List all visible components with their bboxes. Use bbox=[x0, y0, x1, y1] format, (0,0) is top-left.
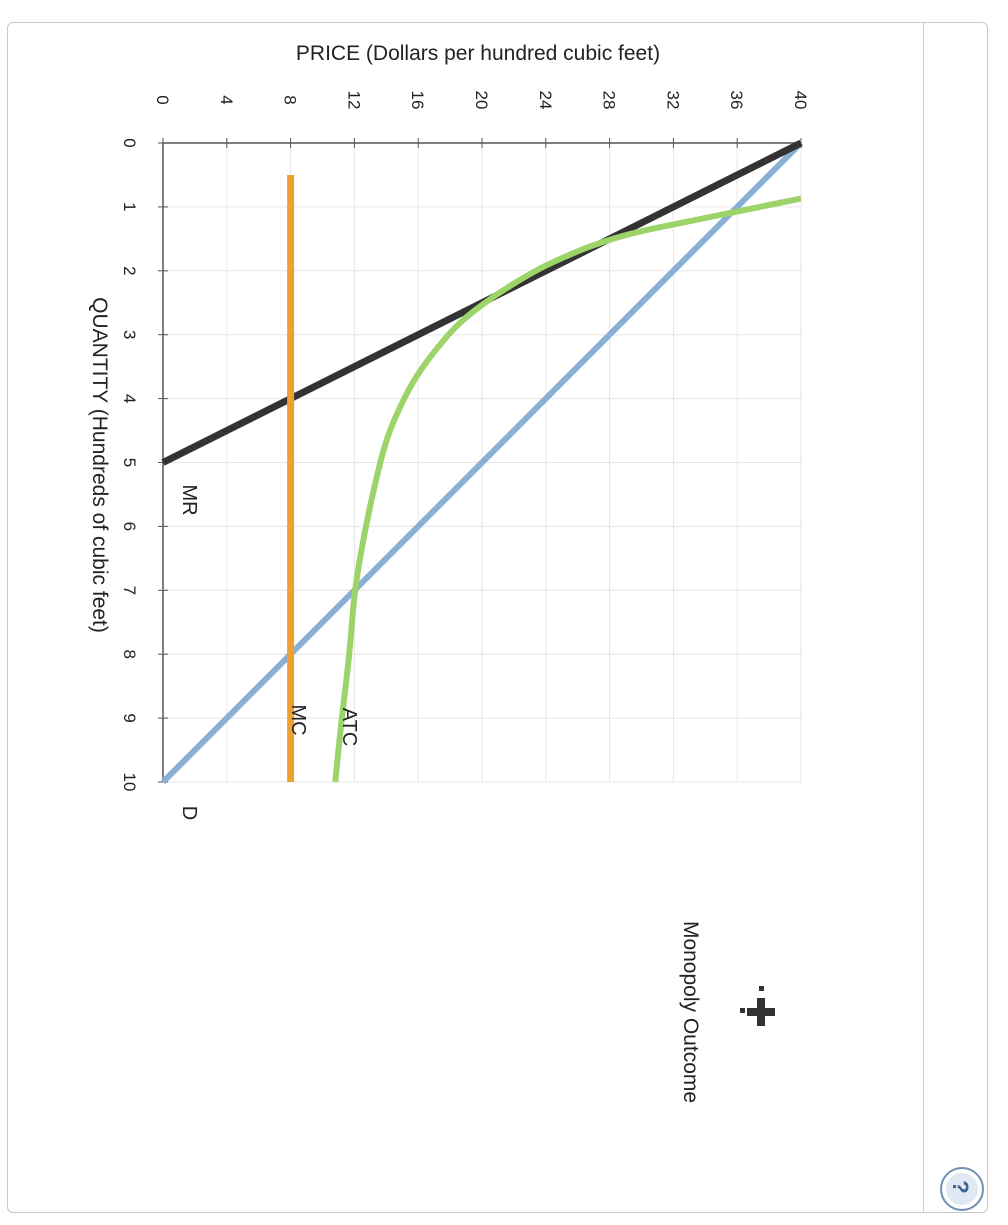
price-tick-label-4: 4 bbox=[217, 95, 236, 104]
price-tick-label-32: 32 bbox=[663, 91, 682, 110]
price-tick-label-28: 28 bbox=[600, 91, 619, 110]
price-axis-title: PRICE (Dollars per hundred cubic feet) bbox=[296, 42, 660, 65]
axes bbox=[158, 138, 802, 783]
quantity-tick-label-9: 9 bbox=[120, 713, 139, 722]
quantity-tick-label-4: 4 bbox=[120, 394, 139, 403]
curve-labels: D MR ATC MC bbox=[178, 484, 360, 820]
curve-label-atc: ATC bbox=[338, 708, 360, 747]
curve-label-mr: MR bbox=[178, 484, 200, 515]
curve-label-mc: MC bbox=[287, 704, 309, 735]
price-tick-label-0: 0 bbox=[153, 95, 172, 104]
graph-panel: ? bbox=[7, 22, 988, 1213]
quantity-tick-label-10: 10 bbox=[120, 773, 139, 792]
price-tick-label-40: 40 bbox=[791, 91, 810, 110]
curve-d bbox=[160, 140, 804, 785]
quantity-tick-label-8: 8 bbox=[120, 649, 139, 658]
curve-atc bbox=[332, 195, 802, 783]
quantity-tick-label-0: 0 bbox=[120, 138, 139, 147]
price-tick-label-36: 36 bbox=[727, 91, 746, 110]
quantity-tick-label-2: 2 bbox=[120, 266, 139, 275]
price-tick-label-12: 12 bbox=[344, 91, 363, 110]
panel-divider bbox=[923, 23, 924, 1212]
quantity-tick-label-5: 5 bbox=[120, 458, 139, 467]
monopoly-outcome-label: Monopoly Outcome bbox=[679, 921, 702, 1103]
curve-label-d: D bbox=[178, 806, 200, 820]
price-tick-label-24: 24 bbox=[536, 91, 555, 110]
help-icon bbox=[946, 1173, 978, 1205]
quantity-tick-label-6: 6 bbox=[120, 522, 139, 531]
price-tick-label-8: 8 bbox=[281, 95, 300, 104]
price-tick-label-16: 16 bbox=[408, 91, 427, 110]
curves bbox=[160, 139, 804, 785]
quantity-axis-title: QUANTITY (Hundreds of cubic feet) bbox=[88, 297, 111, 633]
quantity-tick-label-3: 3 bbox=[120, 330, 139, 339]
plus-marker-icon[interactable] bbox=[740, 986, 775, 1026]
help-button[interactable]: ? bbox=[940, 1167, 984, 1211]
quantity-tick-label-7: 7 bbox=[120, 586, 139, 595]
price-tick-label-20: 20 bbox=[472, 91, 491, 110]
quantity-tick-label-1: 1 bbox=[120, 202, 139, 211]
